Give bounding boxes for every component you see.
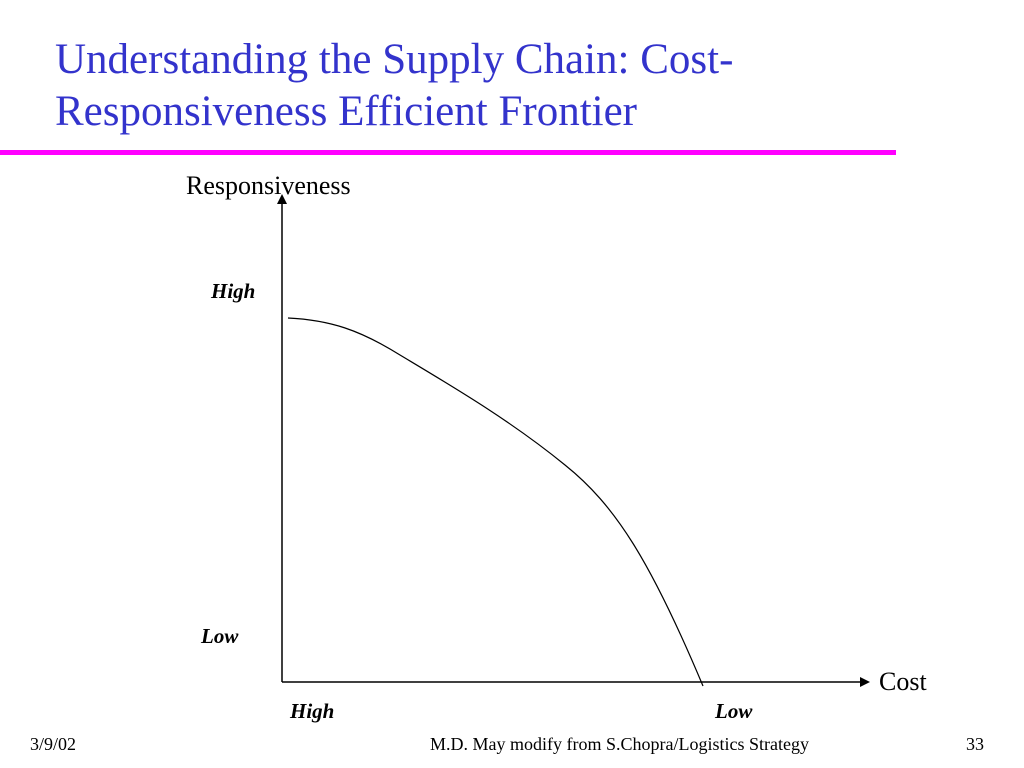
y-high-label: High (210, 279, 255, 303)
footer-credit: M.D. May modify from S.Chopra/Logistics … (430, 734, 809, 754)
x-low-label: Low (714, 699, 753, 723)
efficient-frontier-curve (287, 317, 704, 687)
footer-date: 3/9/02 (30, 734, 77, 754)
y-axis-title: Responsiveness (186, 171, 351, 200)
title-divider (0, 150, 896, 155)
slide-title-line-1: Understanding the Supply Chain: Cost- (55, 36, 734, 83)
x-axis-title: Cost (879, 667, 927, 696)
x-high-label: High (289, 699, 334, 723)
slide-title: Understanding the Supply Chain: Cost- Re… (55, 34, 955, 138)
y-low-label: Low (200, 624, 239, 648)
slide-title-line-2: Responsiveness Efficient Frontier (55, 88, 637, 135)
footer-page-number: 33 (966, 734, 984, 754)
